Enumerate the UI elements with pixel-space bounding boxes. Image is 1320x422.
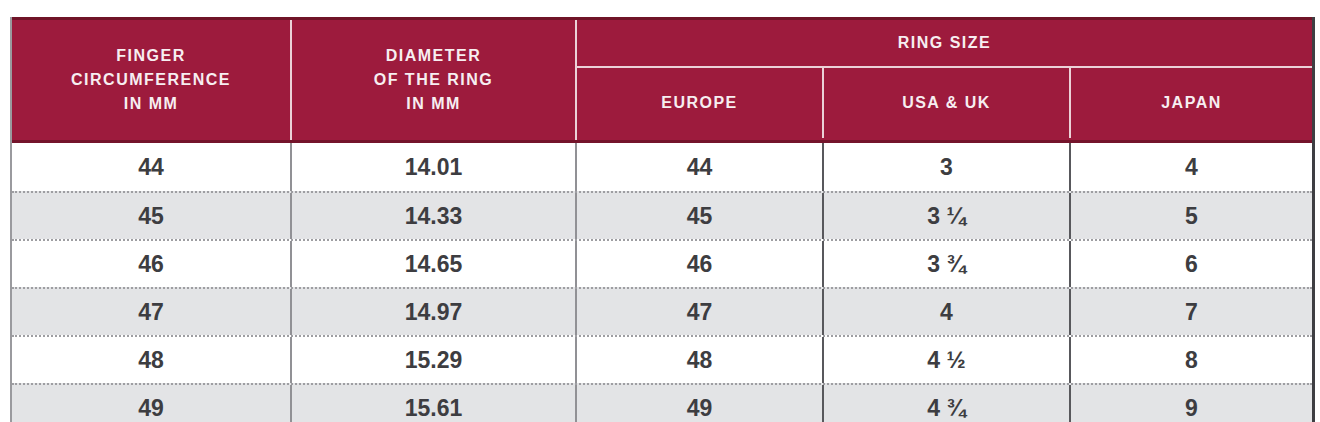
cell-europe: 49 (577, 385, 824, 422)
table-row: 47 14.97 47 4 7 (12, 287, 1312, 335)
ring-size-conversion-table: FINGER CIRCUMFERENCE IN MM DIAMETER OF T… (10, 17, 1315, 422)
header-diameter: DIAMETER OF THE RING IN MM (292, 20, 577, 140)
cell-japan: 7 (1071, 289, 1312, 335)
cell-usa-uk: 3 (824, 143, 1071, 191)
cell-finger-circumference: 49 (12, 385, 292, 422)
table-row: 48 15.29 48 4 ½ 8 (12, 335, 1312, 383)
cell-usa-uk: 4 (824, 289, 1071, 335)
cell-diameter: 14.33 (292, 193, 577, 239)
header-japan: JAPAN (1071, 68, 1312, 138)
table-header: FINGER CIRCUMFERENCE IN MM DIAMETER OF T… (12, 17, 1312, 143)
cell-europe: 45 (577, 193, 824, 239)
header-europe: EUROPE (577, 68, 824, 138)
cell-japan: 5 (1071, 193, 1312, 239)
cell-finger-circumference: 46 (12, 241, 292, 287)
cell-diameter: 15.29 (292, 337, 577, 383)
header-ring-size: RING SIZE (577, 20, 1312, 68)
cell-usa-uk: 4 ¾ (824, 385, 1071, 422)
cell-diameter: 15.61 (292, 385, 577, 422)
ring-size-subheaders: EUROPE USA & UK JAPAN (577, 68, 1312, 138)
cell-japan: 9 (1071, 385, 1312, 422)
cell-japan: 4 (1071, 143, 1312, 191)
cell-japan: 8 (1071, 337, 1312, 383)
header-usa-uk: USA & UK (824, 68, 1071, 138)
cell-usa-uk: 3 ¾ (824, 241, 1071, 287)
cell-usa-uk: 3 ¼ (824, 193, 1071, 239)
cell-japan: 6 (1071, 241, 1312, 287)
cell-finger-circumference: 44 (12, 143, 292, 191)
table-row: 44 14.01 44 3 4 (12, 143, 1312, 191)
table-row: 45 14.33 45 3 ¼ 5 (12, 191, 1312, 239)
table-row: 46 14.65 46 3 ¾ 6 (12, 239, 1312, 287)
cell-europe: 46 (577, 241, 824, 287)
cell-finger-circumference: 48 (12, 337, 292, 383)
cell-finger-circumference: 47 (12, 289, 292, 335)
cell-europe: 47 (577, 289, 824, 335)
cell-europe: 48 (577, 337, 824, 383)
cell-finger-circumference: 45 (12, 193, 292, 239)
header-ring-size-group: RING SIZE EUROPE USA & UK JAPAN (577, 20, 1312, 140)
cell-diameter: 14.65 (292, 241, 577, 287)
cell-diameter: 14.01 (292, 143, 577, 191)
table-row: 49 15.61 49 4 ¾ 9 (12, 383, 1312, 422)
header-finger-circumference: FINGER CIRCUMFERENCE IN MM (12, 20, 292, 140)
cell-diameter: 14.97 (292, 289, 577, 335)
cell-usa-uk: 4 ½ (824, 337, 1071, 383)
cell-europe: 44 (577, 143, 824, 191)
